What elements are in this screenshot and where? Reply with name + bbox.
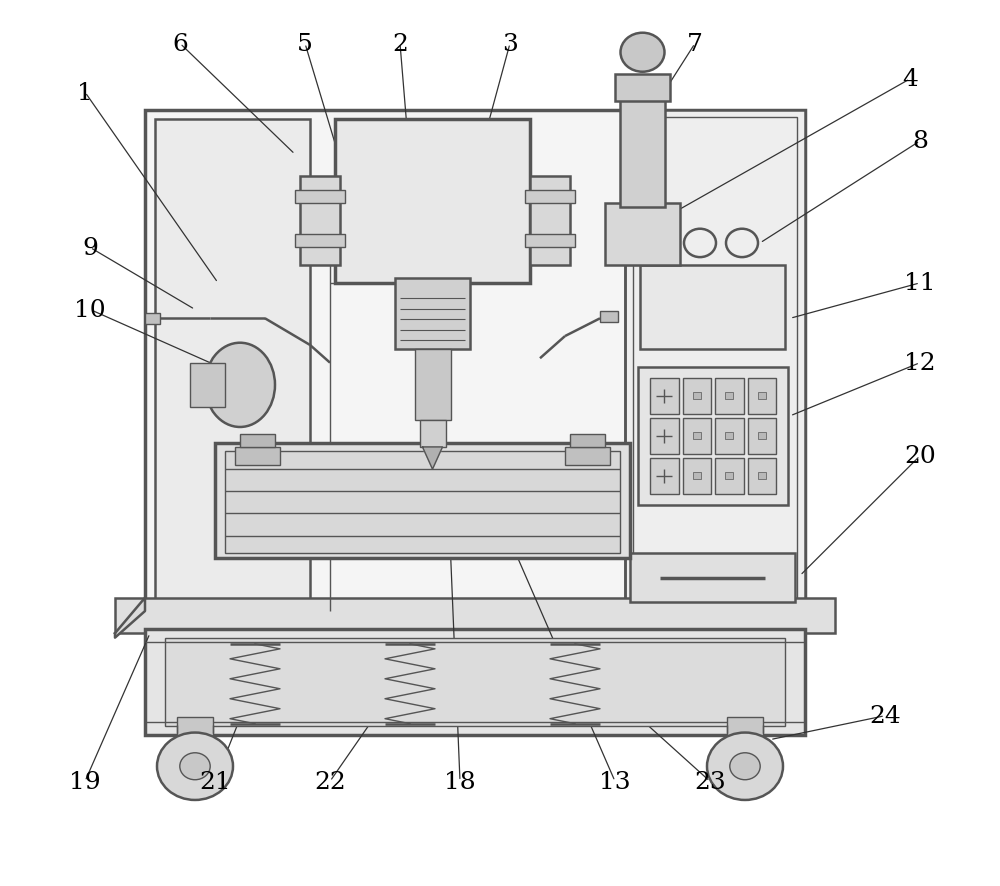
Bar xyxy=(633,118,797,604)
Bar xyxy=(115,598,835,633)
Text: 1: 1 xyxy=(77,82,93,105)
Text: 24: 24 xyxy=(869,704,901,727)
Text: 18: 18 xyxy=(444,770,476,793)
Bar xyxy=(600,312,618,323)
Bar xyxy=(693,393,701,400)
Bar xyxy=(625,111,805,611)
Circle shape xyxy=(157,733,233,800)
Bar xyxy=(758,433,766,440)
Bar xyxy=(145,314,160,324)
Text: 9: 9 xyxy=(82,237,98,260)
Bar xyxy=(145,629,805,735)
Bar xyxy=(335,120,530,284)
Bar xyxy=(570,434,605,447)
Bar xyxy=(693,473,701,480)
Bar xyxy=(725,473,733,480)
Text: 3: 3 xyxy=(502,33,518,56)
Circle shape xyxy=(707,733,783,800)
Bar xyxy=(235,447,280,465)
Bar xyxy=(155,120,310,602)
Bar xyxy=(682,378,711,415)
Text: 11: 11 xyxy=(904,272,936,295)
Bar xyxy=(295,190,345,204)
Bar xyxy=(748,378,776,415)
Bar xyxy=(758,393,766,400)
Bar xyxy=(727,718,763,740)
Bar xyxy=(420,421,446,447)
Bar xyxy=(725,393,733,400)
Bar xyxy=(530,177,570,266)
Bar xyxy=(748,458,776,494)
Bar xyxy=(215,443,630,558)
Text: 22: 22 xyxy=(314,770,346,793)
Text: 7: 7 xyxy=(687,33,703,56)
Text: 6: 6 xyxy=(172,33,188,56)
Bar xyxy=(758,473,766,480)
Text: 5: 5 xyxy=(297,33,313,56)
Bar xyxy=(565,447,610,465)
Bar xyxy=(525,235,575,248)
Polygon shape xyxy=(115,598,145,638)
Bar xyxy=(715,458,744,494)
Bar xyxy=(415,350,450,421)
Text: 19: 19 xyxy=(69,770,101,793)
Text: 21: 21 xyxy=(199,770,231,793)
Bar xyxy=(630,554,795,602)
Bar xyxy=(165,638,785,727)
Bar xyxy=(638,368,788,505)
Text: 12: 12 xyxy=(904,352,936,375)
Bar xyxy=(395,279,470,350)
Text: 8: 8 xyxy=(912,130,928,153)
Bar xyxy=(190,363,225,408)
Polygon shape xyxy=(422,447,442,470)
Text: 23: 23 xyxy=(694,770,726,793)
Text: 13: 13 xyxy=(599,770,631,793)
Bar xyxy=(693,433,701,440)
Bar xyxy=(145,111,805,611)
Bar xyxy=(605,204,680,266)
Circle shape xyxy=(620,34,664,73)
Bar xyxy=(640,266,785,350)
Bar xyxy=(240,434,275,447)
Bar xyxy=(715,418,744,455)
Bar xyxy=(682,458,711,494)
Bar xyxy=(650,378,678,415)
Circle shape xyxy=(730,753,760,780)
Text: 2: 2 xyxy=(392,33,408,56)
Bar xyxy=(682,418,711,455)
Ellipse shape xyxy=(205,344,275,428)
Bar xyxy=(715,378,744,415)
Text: 20: 20 xyxy=(904,445,936,468)
Bar xyxy=(748,418,776,455)
Bar xyxy=(177,718,213,740)
Bar xyxy=(620,97,665,208)
Bar xyxy=(615,75,670,102)
Bar xyxy=(300,177,340,266)
Bar xyxy=(650,458,678,494)
Text: 10: 10 xyxy=(74,299,106,322)
Bar xyxy=(295,235,345,248)
Bar xyxy=(725,433,733,440)
Bar xyxy=(650,418,678,455)
Circle shape xyxy=(180,753,210,780)
Bar xyxy=(225,452,620,554)
Text: 4: 4 xyxy=(902,68,918,91)
Bar xyxy=(525,190,575,204)
